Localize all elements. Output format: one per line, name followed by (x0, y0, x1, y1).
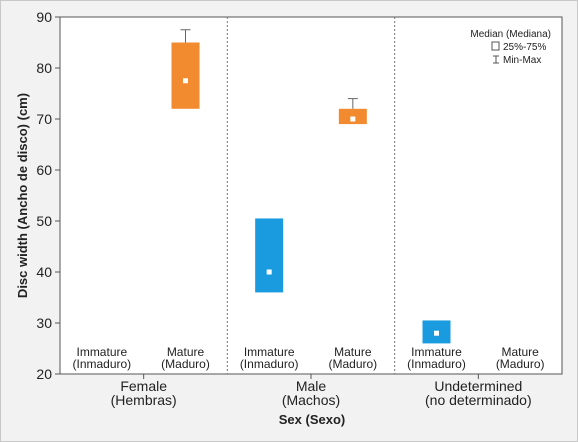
category-label: Immature (411, 345, 462, 359)
median-marker (183, 78, 188, 84)
median-marker (266, 269, 272, 275)
category-label: Immature (76, 345, 127, 359)
median-marker (350, 116, 356, 122)
box-iqr (171, 42, 200, 109)
legend-box-swatch (491, 41, 500, 51)
y-tick-label: 40 (36, 264, 52, 280)
legend-whisker-label: Min-Max (503, 55, 541, 66)
median-marker (434, 330, 439, 336)
group-sublabel: (no determinado) (425, 392, 532, 408)
group-sublabel: (Machos) (282, 392, 340, 408)
plot-area (59, 16, 563, 375)
legend-box-label: 25%-75% (503, 42, 546, 53)
y-tick-label: 50 (36, 213, 52, 229)
x-axis-title: Sex (Sexo) (279, 412, 345, 427)
box-iqr (338, 108, 367, 125)
category-sublabel: (Inmaduro) (407, 357, 466, 371)
legend-median-label: Median (Mediana) (470, 29, 551, 40)
y-tick-label: 20 (36, 366, 52, 382)
y-axis-title: Disc width (Ancho de disco) (cm) (15, 93, 30, 298)
y-tick-label: 30 (36, 315, 52, 331)
y-tick-label: 90 (36, 9, 52, 25)
y-tick-label: 60 (36, 162, 52, 178)
category-sublabel: (Inmaduro) (72, 357, 131, 371)
category-label: Mature (334, 345, 372, 359)
category-label: Mature (501, 345, 539, 359)
group-sublabel: (Hembras) (111, 392, 177, 408)
category-sublabel: (Maduro) (161, 357, 210, 371)
category-sublabel: (Inmaduro) (240, 357, 299, 371)
box-iqr (255, 218, 284, 293)
group-label: Female (120, 378, 167, 394)
y-tick-label: 70 (36, 111, 52, 127)
category-sublabel: (Maduro) (496, 357, 545, 371)
y-tick-label: 80 (36, 60, 52, 76)
group-label: Male (296, 378, 327, 394)
category-label: Immature (244, 345, 295, 359)
group-label: Undetermined (434, 378, 522, 394)
category-label: Mature (167, 345, 205, 359)
category-sublabel: (Maduro) (328, 357, 377, 371)
